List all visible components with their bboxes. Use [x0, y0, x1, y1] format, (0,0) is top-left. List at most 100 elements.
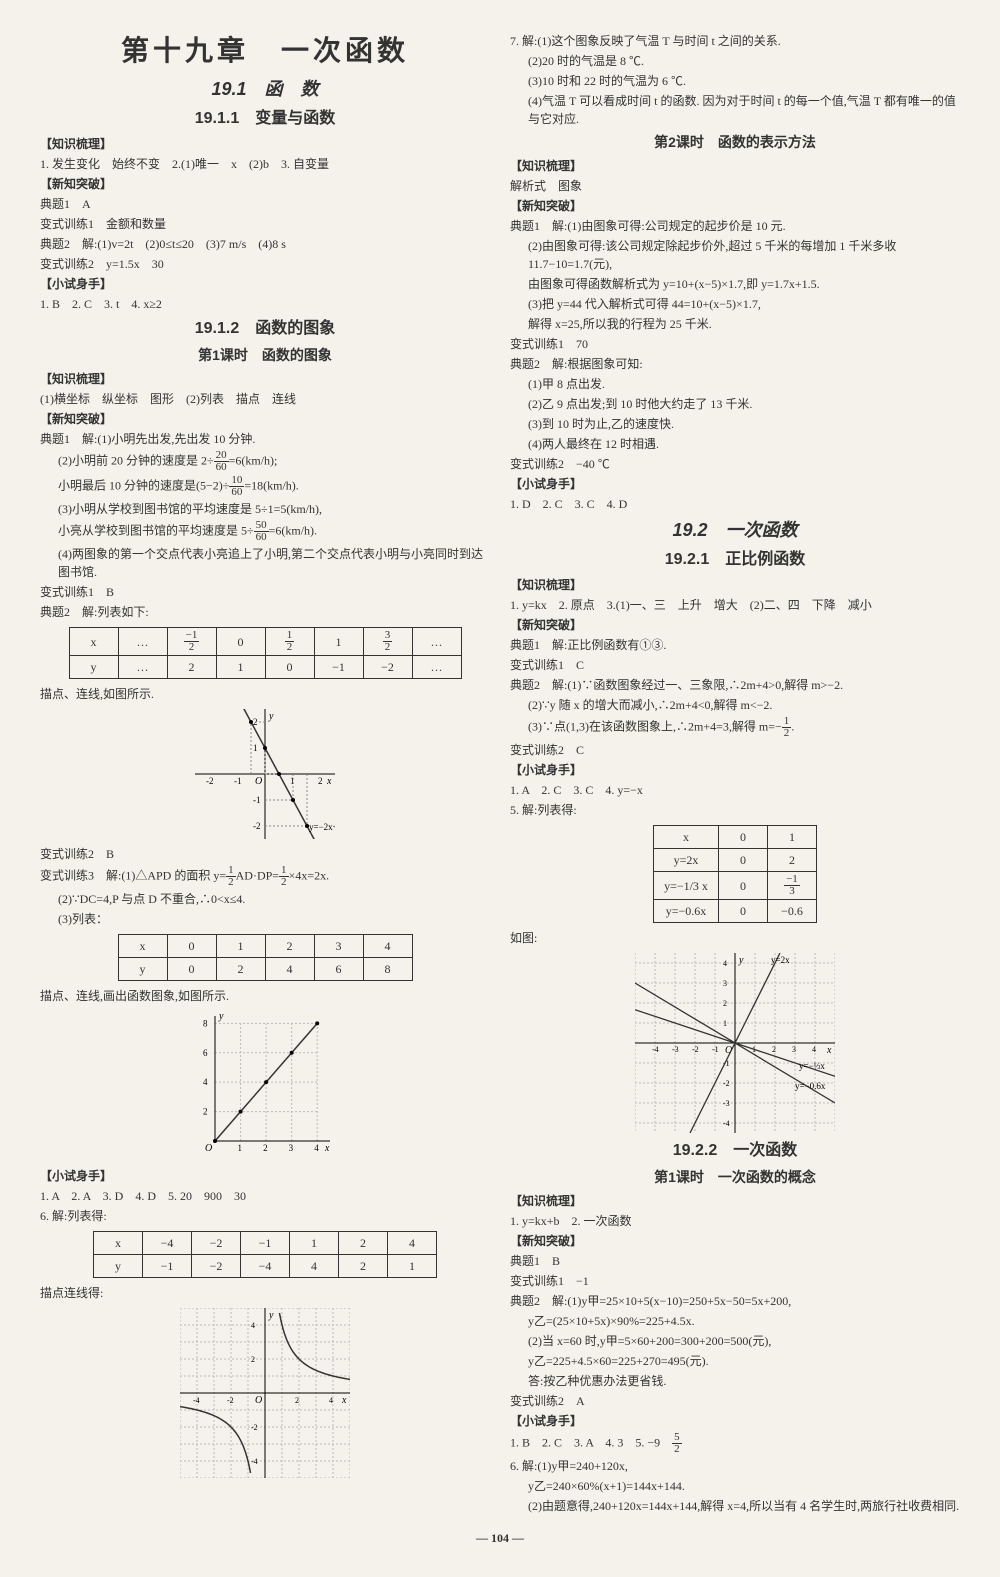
- line-graph-2: 12342468Oxy: [195, 1011, 335, 1161]
- section-19-2-1: 19.2.1 正比例函数: [510, 548, 960, 572]
- table-1: x…−12012132…y…210−1−2…: [69, 627, 462, 679]
- text: 描点连线得:: [40, 1284, 490, 1302]
- svg-text:2: 2: [318, 776, 323, 786]
- knowledge-tag: 【知识梳理】: [510, 576, 960, 594]
- svg-text:4: 4: [723, 959, 727, 968]
- lesson-1: 第1课时 函数的图象: [40, 345, 490, 366]
- svg-text:-3: -3: [723, 1099, 730, 1108]
- text: 变式训练2 C: [510, 741, 960, 759]
- svg-text:x: x: [326, 776, 332, 787]
- svg-text:2: 2: [772, 1045, 776, 1054]
- text: 典题1 B: [510, 1252, 960, 1270]
- svg-text:4: 4: [329, 1396, 333, 1405]
- text: (1)横坐标 纵坐标 图形 (2)列表 描点 连线: [40, 390, 490, 408]
- text: (3)把 y=44 代入解析式可得 44=10+(x−5)×1.7,: [510, 295, 960, 313]
- svg-text:-3: -3: [672, 1045, 679, 1054]
- text: 典题1 解:(1)小明先出发,先出发 10 分钟.: [40, 430, 490, 448]
- svg-text:-2: -2: [723, 1079, 730, 1088]
- text: 变式训练2 y=1.5x 30: [40, 255, 490, 273]
- text: (3)∵点(1,3)在该函数图象上,∴2m+4=3,解得 m=−12.: [510, 716, 960, 739]
- text: 5. 解:列表得:: [510, 801, 960, 819]
- text: 变式训练3 解:(1)△APD 的面积 y=12AD·DP=12×4x=2x.: [40, 865, 490, 888]
- text: 1. B 2. C 3. t 4. x≥2: [40, 295, 490, 313]
- svg-text:3: 3: [289, 1143, 294, 1153]
- text: 小明最后 10 分钟的速度是(5−2)÷1060=18(km/h).: [40, 475, 490, 498]
- text: 解得 x=25,所以我的行程为 25 千米.: [510, 315, 960, 333]
- text: (3)到 10 时为止,乙的速度快.: [510, 415, 960, 433]
- svg-text:O: O: [255, 776, 262, 787]
- svg-text:4: 4: [812, 1045, 816, 1054]
- text: (2)小明前 20 分钟的速度是 2÷2060=6(km/h);: [40, 450, 490, 473]
- svg-text:y: y: [268, 711, 274, 722]
- svg-text:x: x: [341, 1395, 347, 1406]
- text: 典题2 解:(1)v=2t (2)0≤t≤20 (3)7 m/s (4)8 s: [40, 235, 490, 253]
- breakthrough-tag: 【新知突破】: [40, 175, 490, 193]
- svg-text:-4: -4: [652, 1045, 659, 1054]
- breakthrough-tag: 【新知突破】: [510, 1232, 960, 1250]
- hyperbola-graph: xyO-4-224-4-224: [180, 1308, 350, 1478]
- svg-text:2: 2: [251, 1355, 255, 1364]
- text: 变式训练2 A: [510, 1392, 960, 1410]
- text: 典题2 解:(1)y甲=25×10+5(x−10)=250+5x−50=5x+2…: [510, 1292, 960, 1310]
- text: 解析式 图象: [510, 177, 960, 195]
- text: 典题1 解:(1)由图象可得:公司规定的起步价是 10 元.: [510, 217, 960, 235]
- breakthrough-tag: 【新知突破】: [510, 616, 960, 634]
- left-column: 第十九章 一次函数 19.1 函 数 19.1.1 变量与函数 【知识梳理】 1…: [40, 30, 490, 1517]
- lesson-1b: 第1课时 一次函数的概念: [510, 1167, 960, 1188]
- text: 典题1 A: [40, 195, 490, 213]
- text: 描点、连线,如图所示.: [40, 685, 490, 703]
- text: 典题2 解:根据图象可知:: [510, 355, 960, 373]
- text: (4)气温 T 可以看成时间 t 的函数. 因为对于时间 t 的每一个值,气温 …: [510, 92, 960, 128]
- text: 变式训练1 −1: [510, 1272, 960, 1290]
- table-4: x01y=2x02y=−1/3 x0−13y=−0.6x0−0.6: [653, 825, 817, 923]
- text: (2)由题意得,240+120x=144x+144,解得 x=4,所以当有 4 …: [510, 1497, 960, 1515]
- svg-text:y: y: [738, 955, 744, 966]
- svg-text:-4: -4: [193, 1396, 200, 1405]
- tryout-tag: 【小试身手】: [510, 761, 960, 779]
- chapter-title: 第十九章 一次函数: [40, 30, 490, 72]
- svg-text:-2: -2: [692, 1045, 699, 1054]
- text: 6. 解:列表得:: [40, 1207, 490, 1225]
- text: 6. 解:(1)y甲=240+120x,: [510, 1457, 960, 1475]
- breakthrough-tag: 【新知突破】: [510, 197, 960, 215]
- svg-text:3: 3: [792, 1045, 796, 1054]
- svg-text:6: 6: [203, 1048, 208, 1058]
- svg-text:-1: -1: [253, 795, 261, 805]
- text: (2)20 时的气温是 8 ℃.: [510, 52, 960, 70]
- text: 1. y=kx 2. 原点 3.(1)一、三 上升 增大 (2)二、四 下降 减…: [510, 596, 960, 614]
- tryout-tag: 【小试身手】: [40, 1167, 490, 1185]
- svg-text:y=−0.6x: y=−0.6x: [795, 1081, 826, 1091]
- table-2: x01234y02468: [118, 934, 413, 981]
- knowledge-tag: 【知识梳理】: [510, 157, 960, 175]
- svg-text:y=−⅓x: y=−⅓x: [799, 1061, 825, 1071]
- text: 典题2 解:列表如下:: [40, 603, 490, 621]
- svg-text:y=−2x+1: y=−2x+1: [309, 822, 335, 832]
- svg-text:x: x: [826, 1045, 832, 1056]
- svg-text:y=2x: y=2x: [771, 955, 790, 965]
- svg-text:4: 4: [251, 1321, 255, 1330]
- text: 描点、连线,画出函数图象,如图所示.: [40, 987, 490, 1005]
- svg-text:8: 8: [203, 1018, 208, 1028]
- svg-text:O: O: [255, 1395, 262, 1406]
- section-19-2-2: 19.2.2 一次函数: [510, 1139, 960, 1163]
- svg-text:2: 2: [263, 1143, 268, 1153]
- knowledge-tag: 【知识梳理】: [40, 370, 490, 388]
- text: (2)∵y 随 x 的增大而减小,∴2m+4<0,解得 m<−2.: [510, 696, 960, 714]
- text: (2)当 x=60 时,y甲=5×60+200=300+200=500(元),: [510, 1332, 960, 1350]
- text: 1. y=kx+b 2. 一次函数: [510, 1212, 960, 1230]
- text: 变式训练1 B: [40, 583, 490, 601]
- knowledge-tag: 【知识梳理】: [40, 135, 490, 153]
- breakthrough-tag: 【新知突破】: [40, 410, 490, 428]
- svg-text:3: 3: [723, 979, 727, 988]
- tryout-tag: 【小试身手】: [510, 1412, 960, 1430]
- text: y乙=(25×10+5x)×90%=225+4.5x.: [510, 1312, 960, 1330]
- svg-text:y: y: [268, 1310, 274, 1321]
- svg-text:y: y: [218, 1011, 224, 1022]
- text: (2)∵DC=4,P 与点 D 不重合,∴0<x≤4.: [40, 890, 490, 908]
- svg-text:1: 1: [723, 1019, 727, 1028]
- svg-text:-2: -2: [206, 776, 214, 786]
- text: 如图:: [510, 929, 960, 947]
- text: 1. A 2. C 3. C 4. y=−x: [510, 781, 960, 799]
- text: (2)由图象可得:该公司规定除起步价外,超过 5 千米的每增加 1 千米多收 1…: [510, 237, 960, 273]
- text: (3)小明从学校到图书馆的平均速度是 5÷1=5(km/h),: [40, 500, 490, 518]
